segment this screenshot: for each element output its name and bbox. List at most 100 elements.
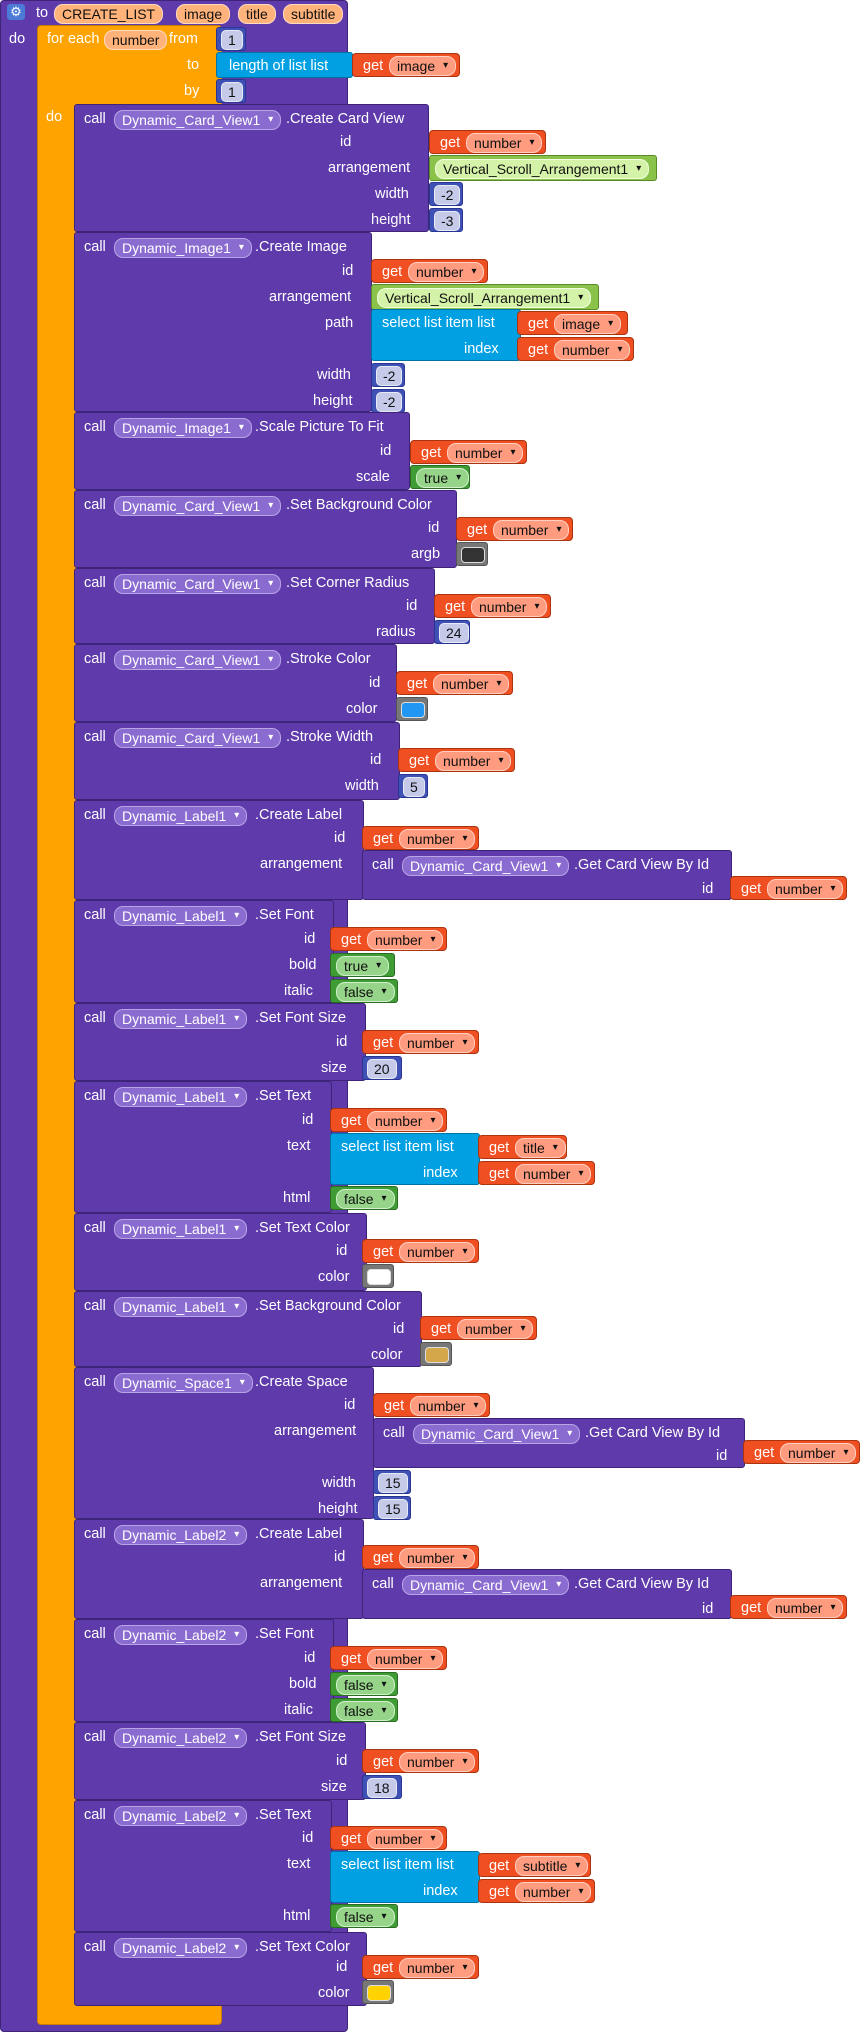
number-value[interactable]: -2 bbox=[376, 392, 403, 412]
component-dropdown[interactable]: Dynamic_Card_View1 ▾ bbox=[114, 110, 282, 130]
boolean-block[interactable]: false ▾ bbox=[330, 1698, 398, 1722]
color-block[interactable] bbox=[396, 697, 428, 721]
get-var-number[interactable]: number ▾ bbox=[554, 340, 631, 360]
set-font-label1-block[interactable]: call Dynamic_Label1 ▾ .Set Font bbox=[74, 900, 334, 1003]
boolean-dropdown[interactable]: true ▾ bbox=[336, 956, 390, 976]
param-title[interactable]: title bbox=[238, 4, 276, 24]
boolean-dropdown[interactable]: false ▾ bbox=[336, 1189, 395, 1209]
set-text-label2-block[interactable]: call Dynamic_Label2 ▾ .Set Text bbox=[74, 1800, 332, 1932]
component-dropdown[interactable]: Vertical_Scroll_Arrangement1 ▾ bbox=[435, 159, 650, 179]
select-list-item-block[interactable]: select list item list index bbox=[371, 309, 521, 361]
select-list-item-block[interactable]: select list item list index bbox=[330, 1133, 480, 1185]
get-var-number[interactable]: number ▾ bbox=[433, 674, 510, 694]
boolean-dropdown[interactable]: false ▾ bbox=[336, 1675, 395, 1695]
set-font-size-label2-block[interactable]: call Dynamic_Label2 ▾ .Set Font Size bbox=[74, 1722, 366, 1800]
component-dropdown[interactable]: Dynamic_Card_View1 ▾ bbox=[402, 1575, 570, 1595]
get-var-subtitle[interactable]: subtitle ▾ bbox=[515, 1856, 589, 1876]
component-dropdown[interactable]: Dynamic_Card_View1 ▾ bbox=[114, 574, 282, 594]
get-number-block[interactable]: get number ▾ bbox=[429, 130, 546, 154]
component-block[interactable]: Vertical_Scroll_Arrangement1 ▾ bbox=[371, 284, 599, 310]
boolean-dropdown[interactable]: false ▾ bbox=[336, 1701, 395, 1721]
component-dropdown[interactable]: Dynamic_Image1 ▾ bbox=[114, 238, 252, 258]
component-dropdown[interactable]: Dynamic_Label1 ▾ bbox=[114, 906, 248, 926]
get-number-block[interactable]: get number ▾ bbox=[730, 1595, 847, 1619]
get-number-block[interactable]: get number ▾ bbox=[362, 826, 479, 850]
get-var-image[interactable]: image ▾ bbox=[554, 314, 622, 334]
get-number-block[interactable]: get number ▾ bbox=[330, 1826, 447, 1850]
set-font-size-label1-block[interactable]: call Dynamic_Label1 ▾ .Set Font Size bbox=[74, 1003, 366, 1081]
get-var-number[interactable]: number ▾ bbox=[367, 930, 444, 950]
number-value[interactable]: -2 bbox=[434, 185, 461, 205]
set-background-color-label1-block[interactable]: call Dynamic_Label1 ▾ .Set Background Color bbox=[74, 1291, 422, 1367]
color-swatch[interactable] bbox=[461, 547, 485, 563]
number-block[interactable]: -2 bbox=[371, 363, 405, 387]
get-number-block[interactable]: get number ▾ bbox=[398, 748, 515, 772]
number-block[interactable]: 5 bbox=[398, 774, 428, 798]
from-value[interactable]: 1 bbox=[221, 30, 243, 50]
color-block[interactable] bbox=[420, 1342, 452, 1366]
color-block[interactable] bbox=[362, 1264, 394, 1288]
get-var-number[interactable]: number ▾ bbox=[466, 133, 543, 153]
get-number-block[interactable]: get number ▾ bbox=[410, 440, 527, 464]
get-var-number[interactable]: number ▾ bbox=[399, 829, 476, 849]
number-block[interactable]: -2 bbox=[371, 389, 405, 413]
boolean-block[interactable]: false ▾ bbox=[330, 1186, 398, 1210]
get-number-block[interactable]: get number ▾ bbox=[730, 876, 847, 900]
component-dropdown[interactable]: Dynamic_Label2 ▾ bbox=[114, 1806, 248, 1826]
get-var-number[interactable]: number ▾ bbox=[399, 1033, 476, 1053]
get-number-block[interactable]: get number ▾ bbox=[362, 1955, 479, 1979]
get-var-number[interactable]: number ▾ bbox=[367, 1829, 444, 1849]
get-var-number[interactable]: number ▾ bbox=[471, 597, 548, 617]
get-var-number[interactable]: number ▾ bbox=[410, 1396, 487, 1416]
number-block[interactable]: 24 bbox=[434, 620, 470, 644]
set-text-color-label1-block[interactable]: call Dynamic_Label1 ▾ .Set Text Color bbox=[74, 1213, 367, 1291]
set-text-label1-block[interactable]: call Dynamic_Label1 ▾ .Set Text bbox=[74, 1081, 332, 1213]
get-var-number[interactable]: number ▾ bbox=[367, 1111, 444, 1131]
boolean-dropdown[interactable]: false ▾ bbox=[336, 982, 395, 1002]
color-swatch[interactable] bbox=[367, 1269, 391, 1285]
number-value[interactable]: -3 bbox=[434, 211, 461, 231]
boolean-dropdown[interactable]: true ▾ bbox=[416, 468, 470, 488]
by-value[interactable]: 1 bbox=[221, 82, 243, 102]
get-var-number[interactable]: number ▾ bbox=[515, 1882, 592, 1902]
set-text-color-label2-block[interactable]: call Dynamic_Label2 ▾ .Set Text Color bbox=[74, 1932, 367, 2006]
component-dropdown[interactable]: Vertical_Scroll_Arrangement1 ▾ bbox=[377, 288, 592, 308]
get-card-view-block[interactable]: call Dynamic_Card_View1 ▾ .Get Card View By… bbox=[373, 1418, 745, 1468]
number-value[interactable]: -2 bbox=[376, 366, 403, 386]
get-number-block[interactable]: get number ▾ bbox=[330, 927, 447, 951]
boolean-block[interactable]: true ▾ bbox=[410, 465, 470, 489]
component-dropdown[interactable]: Dynamic_Label1 ▾ bbox=[114, 1297, 248, 1317]
create-image-block[interactable]: call Dynamic_Image1 ▾ .Create Image bbox=[74, 232, 372, 412]
get-number-block[interactable]: get number ▾ bbox=[362, 1030, 479, 1054]
color-swatch[interactable] bbox=[401, 702, 425, 718]
component-dropdown[interactable]: Dynamic_Label2 ▾ bbox=[114, 1625, 248, 1645]
get-var-number[interactable]: number ▾ bbox=[408, 262, 485, 282]
procedure-name[interactable]: CREATE_LIST bbox=[54, 4, 164, 24]
get-var-number[interactable]: number ▾ bbox=[780, 1443, 857, 1463]
get-var-number[interactable]: number ▾ bbox=[493, 520, 570, 540]
component-dropdown[interactable]: Dynamic_Label2 ▾ bbox=[114, 1728, 248, 1748]
component-dropdown[interactable]: Dynamic_Card_View1 ▾ bbox=[114, 728, 282, 748]
boolean-block[interactable]: false ▾ bbox=[330, 1672, 398, 1696]
get-number-block[interactable]: get number ▾ bbox=[362, 1545, 479, 1569]
number-value[interactable]: 15 bbox=[378, 1473, 408, 1493]
color-block[interactable] bbox=[456, 542, 488, 566]
get-number-block[interactable]: get number ▾ bbox=[362, 1239, 479, 1263]
get-number-block[interactable]: get number ▾ bbox=[478, 1161, 595, 1185]
param-image[interactable]: image bbox=[176, 4, 231, 24]
get-card-view-block[interactable]: call Dynamic_Card_View1 ▾ .Get Card View By… bbox=[362, 850, 732, 900]
by-number-block[interactable]: 1 bbox=[216, 79, 246, 103]
get-var-number[interactable]: number ▾ bbox=[447, 443, 524, 463]
length-of-list-block[interactable]: length of list list bbox=[216, 52, 353, 78]
get-number-block[interactable]: get number ▾ bbox=[373, 1393, 490, 1417]
create-label1-block[interactable]: call Dynamic_Label1 ▾ .Create Label bbox=[74, 800, 364, 900]
boolean-dropdown[interactable]: false ▾ bbox=[336, 1907, 395, 1927]
from-number-block[interactable]: 1 bbox=[216, 27, 246, 51]
param-subtitle[interactable]: subtitle bbox=[283, 4, 344, 24]
number-block[interactable]: 18 bbox=[362, 1775, 402, 1799]
component-dropdown[interactable]: Dynamic_Label1 ▾ bbox=[114, 1087, 248, 1107]
get-number-block[interactable]: get number ▾ bbox=[396, 671, 513, 695]
number-value[interactable]: 20 bbox=[367, 1059, 397, 1079]
set-background-color-block[interactable]: call Dynamic_Card_View1 ▾ .Set Background C… bbox=[74, 490, 457, 568]
